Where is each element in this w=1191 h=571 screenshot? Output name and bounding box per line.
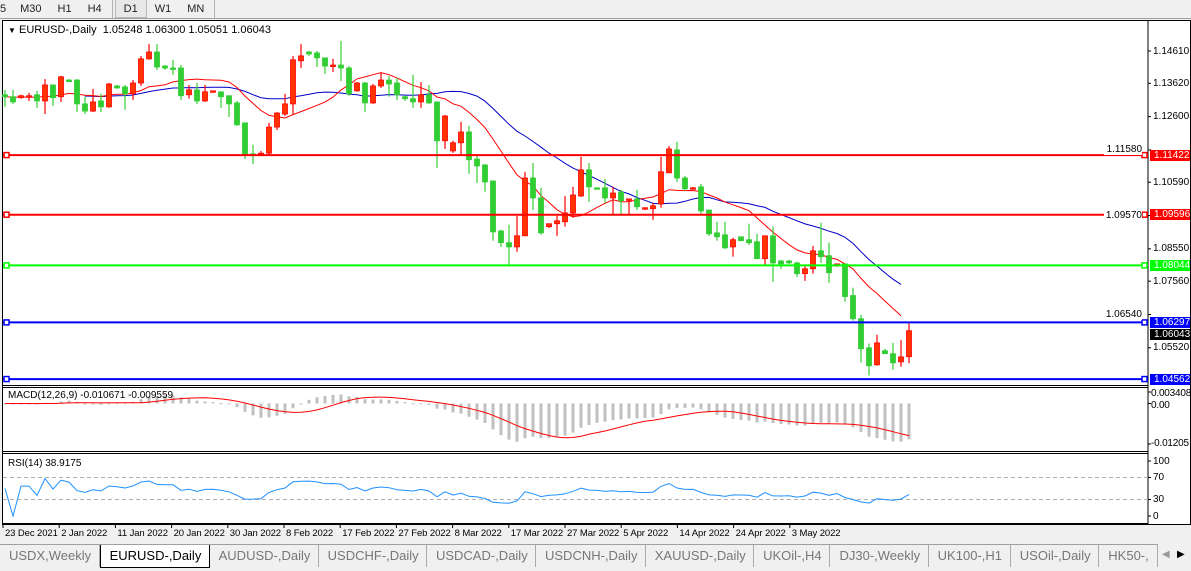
chart-tab[interactable]: DJ30-,Weekly — [830, 545, 929, 567]
date-label: 3 May 2022 — [791, 528, 841, 539]
level-price-tag: 1.08044 — [1150, 259, 1190, 271]
tab-scroll-left-icon[interactable]: ◀ — [1162, 549, 1170, 560]
chart-tab[interactable]: USDCHF-,Daily — [319, 545, 427, 567]
price-tick-label: 1.13620 — [1153, 77, 1190, 89]
macd-tick-label: 0.00 — [1151, 400, 1170, 411]
date-label: 2 Jan 2022 — [61, 528, 108, 539]
date-label: 14 Apr 2022 — [679, 528, 730, 539]
rsi-tick-label: 0 — [1153, 510, 1159, 522]
chart-tab[interactable]: UK100-,H1 — [929, 545, 1011, 567]
price-tick-label: 1.09570 — [1104, 210, 1142, 222]
price-tick-label: 1.06540 — [1104, 308, 1142, 320]
timeframe-d1[interactable]: D1 — [114, 0, 147, 18]
chart-tabs: USDX,Weekly EURUSD-,Daily AUDUSD-,Daily USD… — [0, 544, 1158, 568]
macd-tick-label: -0.01205 — [1151, 438, 1189, 449]
chart-tab[interactable]: UKOil-,H4 — [754, 545, 831, 567]
price-tick-label: 1.11580 — [1104, 144, 1142, 156]
level-price-tag: 1.06297 — [1150, 316, 1190, 328]
dropdown-triangle-icon[interactable]: ▼ — [8, 26, 16, 35]
current-price-tag: 1.06043 — [1150, 328, 1190, 340]
timeframe-h1[interactable]: H1 — [57, 3, 72, 15]
macd-label: MACD(12,26,9) -0.010671 -0.009559 — [8, 390, 174, 401]
timeframe-w1[interactable]: W1 — [154, 3, 172, 15]
level-price-tag: 1.11422 — [1150, 149, 1190, 161]
date-label: 5 Apr 2022 — [623, 528, 669, 539]
date-label: 20 Jan 2022 — [173, 528, 225, 539]
date-label: 17 Mar 2022 — [510, 528, 564, 539]
chart-tab[interactable]: HK50-, — [1099, 545, 1158, 567]
tab-scroll-right-icon[interactable]: ▶ — [1177, 549, 1185, 560]
chart-tab[interactable]: AUDUSD-,Daily — [210, 545, 319, 567]
symbol-label: EURUSD-,Daily — [18, 24, 97, 36]
date-label: 17 Feb 2022 — [342, 528, 395, 539]
level-price-tag: 1.09596 — [1150, 209, 1190, 221]
chart-header: ▼ EURUSD-,Daily 1.05248 1.06300 1.05051 … — [8, 24, 271, 37]
rsi-tick-label: 30 — [1153, 494, 1165, 505]
price-tick-label: 1.07560 — [1153, 275, 1190, 287]
timeframe-5[interactable]: 5 — [0, 3, 7, 15]
date-label: 30 Jan 2022 — [229, 528, 281, 539]
date-label: 8 Feb 2022 — [286, 528, 334, 539]
chart-tab[interactable]: XAUUSD-,Daily — [646, 545, 755, 567]
timeframe-mn[interactable]: MN — [187, 3, 205, 15]
date-label: 11 Jan 2022 — [117, 528, 168, 539]
timeframe-h4[interactable]: H4 — [87, 3, 102, 15]
macd-tick-label: 0.003408 — [1151, 388, 1191, 399]
price-tick-label: 1.08550 — [1153, 243, 1190, 255]
timeframe-m30[interactable]: M30 — [20, 3, 42, 15]
date-label: 24 Apr 2022 — [735, 528, 786, 539]
rsi-tick-label: 100 — [1153, 455, 1170, 467]
price-tick-label: 1.05520 — [1153, 342, 1190, 354]
toolbar-separator — [111, 0, 113, 18]
chart-tab[interactable]: EURUSD-,Daily — [99, 545, 210, 568]
chart-tab[interactable]: USDX,Weekly — [0, 545, 100, 567]
price-tick-label: 1.14610 — [1153, 45, 1190, 57]
rsi-label: RSI(14) 38.9175 — [8, 458, 82, 469]
toolbar-separator — [214, 0, 216, 18]
date-label: 27 Mar 2022 — [567, 528, 620, 539]
chart-tab[interactable]: USOil-,Daily — [1011, 545, 1100, 567]
level-price-tag: 1.04562 — [1150, 373, 1190, 385]
date-label: 27 Feb 2022 — [398, 528, 451, 539]
chart-tab[interactable]: USDCAD-,Daily — [427, 545, 536, 567]
rsi-tick-label: 70 — [1153, 472, 1165, 483]
chart-tab[interactable]: USDCNH-,Daily — [536, 545, 646, 567]
ohlc-readout: 1.05248 1.06300 1.05051 1.06043 — [102, 24, 271, 36]
price-tick-label: 1.10590 — [1153, 176, 1190, 188]
chart-window[interactable] — [2, 20, 1191, 525]
timeframe-toolbar: 5 M30 H1 H4 D1 W1 MN — [0, 0, 1191, 19]
date-label: 23 Dec 2021 — [5, 528, 58, 539]
date-label: 8 Mar 2022 — [454, 528, 502, 539]
price-tick-label: 1.12600 — [1153, 111, 1190, 123]
